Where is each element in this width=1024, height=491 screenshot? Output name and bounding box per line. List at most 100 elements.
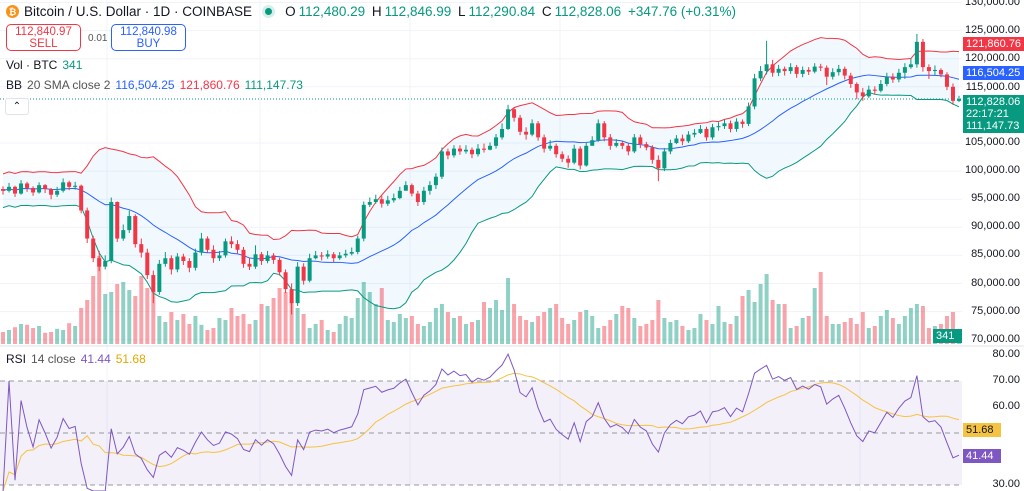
- volume-bar: [277, 288, 282, 344]
- bitcoin-logo-icon: ₿: [6, 5, 19, 18]
- candle-body: [43, 185, 48, 190]
- candle-body: [590, 140, 595, 146]
- candle-body: [572, 148, 577, 163]
- candle-body: [656, 159, 661, 169]
- volume-bar: [271, 298, 276, 344]
- candle-body: [890, 76, 895, 80]
- candle-body: [758, 71, 763, 79]
- volume-bar: [457, 316, 462, 344]
- rsi-legend[interactable]: RSI 14 close 41.44 51.68: [6, 352, 146, 366]
- rsi-axis-label: 70.00: [992, 374, 1020, 386]
- volume-bar: [728, 324, 733, 344]
- volume-bar: [415, 324, 420, 344]
- candle-body: [938, 69, 943, 75]
- volume-bar: [337, 324, 342, 344]
- volume-bar: [578, 312, 583, 344]
- volume-bar: [554, 304, 559, 344]
- volume-bar: [307, 328, 312, 344]
- low-label: L: [458, 4, 466, 19]
- candle-body: [67, 182, 72, 187]
- candle-body: [37, 185, 42, 193]
- candle-body: [73, 185, 78, 187]
- volume-bar: [860, 312, 865, 344]
- candle-body: [91, 238, 96, 259]
- volume-bar: [361, 282, 366, 344]
- candle-body: [79, 185, 84, 211]
- candle-body: [469, 149, 474, 155]
- candle-body: [578, 148, 583, 166]
- candle-body: [698, 128, 703, 133]
- candle-body: [692, 132, 697, 135]
- volume-bar: [776, 304, 781, 344]
- price-axis-label: 90,000.00: [971, 220, 1020, 233]
- volume-bar: [812, 288, 817, 344]
- bb-legend[interactable]: BB 20 SMA close 2 116,504.25 121,860.76 111…: [6, 78, 303, 92]
- volume-bar: [265, 306, 270, 344]
- high-label: H: [371, 4, 382, 19]
- symbol-title[interactable]: Bitcoin / U.S. Dollar · 1D · COINBASE: [24, 4, 253, 19]
- collapse-legend-button[interactable]: ⌃: [5, 98, 29, 115]
- bb-basis-tag: 116,504.25: [963, 66, 1024, 80]
- volume-bar: [199, 324, 204, 344]
- candle-body: [367, 202, 372, 205]
- volume-bar: [175, 320, 180, 344]
- candle-body: [331, 254, 336, 259]
- candle-body: [127, 216, 132, 231]
- volume-bar: [463, 324, 468, 344]
- sell-button[interactable]: 112,840.97 SELL: [6, 24, 81, 51]
- candle-body: [794, 67, 799, 74]
- volume-bar: [223, 320, 228, 344]
- candle-body: [307, 258, 312, 281]
- volume-bar: [602, 326, 607, 344]
- candle-body: [866, 89, 871, 97]
- volume-bar: [560, 318, 565, 344]
- candle-body: [403, 185, 408, 191]
- candle-body: [49, 189, 54, 195]
- volume-bar: [890, 318, 895, 344]
- volume-bar: [818, 272, 823, 344]
- candle-body: [157, 263, 162, 292]
- volume-bar: [902, 316, 907, 344]
- candle-body: [710, 127, 715, 138]
- volume-bar: [524, 320, 529, 344]
- candle-body: [385, 200, 390, 204]
- candle-body: [397, 190, 402, 199]
- volume-bar: [475, 320, 480, 344]
- candle-body: [824, 67, 829, 77]
- candle-body: [554, 145, 559, 155]
- candle-body: [427, 185, 432, 191]
- volume-legend[interactable]: Vol · BTC 341: [6, 58, 82, 72]
- volume-bar: [427, 322, 432, 344]
- volume-bar: [644, 324, 649, 344]
- volume-bar: [866, 328, 871, 344]
- candle-body: [277, 259, 282, 273]
- candle-body: [61, 182, 66, 191]
- price-axis-label: 120,000.00: [964, 52, 1020, 64]
- candle-body: [433, 176, 438, 186]
- buy-button[interactable]: 112,840.98 BUY: [111, 24, 186, 51]
- close-value: 112,828.06: [554, 4, 622, 19]
- candle-body: [379, 199, 384, 204]
- volume-bar: [397, 314, 402, 344]
- candle-body: [668, 143, 673, 152]
- candle-body: [145, 252, 150, 276]
- volume-bar: [25, 324, 30, 344]
- candle-body: [788, 67, 793, 72]
- volume-bar: [43, 332, 48, 344]
- volume-bar: [878, 316, 883, 344]
- candle-body: [860, 92, 865, 97]
- rsi-legend-params: 14 close: [31, 352, 76, 366]
- candle-body: [289, 289, 294, 304]
- candle-body: [253, 254, 258, 267]
- open-label: O: [285, 4, 296, 19]
- bb-upper-value: 121,860.76: [179, 78, 240, 92]
- volume-bar: [91, 276, 96, 344]
- volume-bar: [229, 308, 234, 344]
- volume-bar: [632, 318, 637, 344]
- candle-body: [524, 131, 529, 135]
- candle-body: [475, 148, 480, 155]
- candle-body: [13, 186, 18, 194]
- ohlc-values: O 112,480.29 H 112,846.99 L 112,290.84 C 112…: [285, 4, 739, 19]
- high-value: 112,846.99: [384, 4, 452, 19]
